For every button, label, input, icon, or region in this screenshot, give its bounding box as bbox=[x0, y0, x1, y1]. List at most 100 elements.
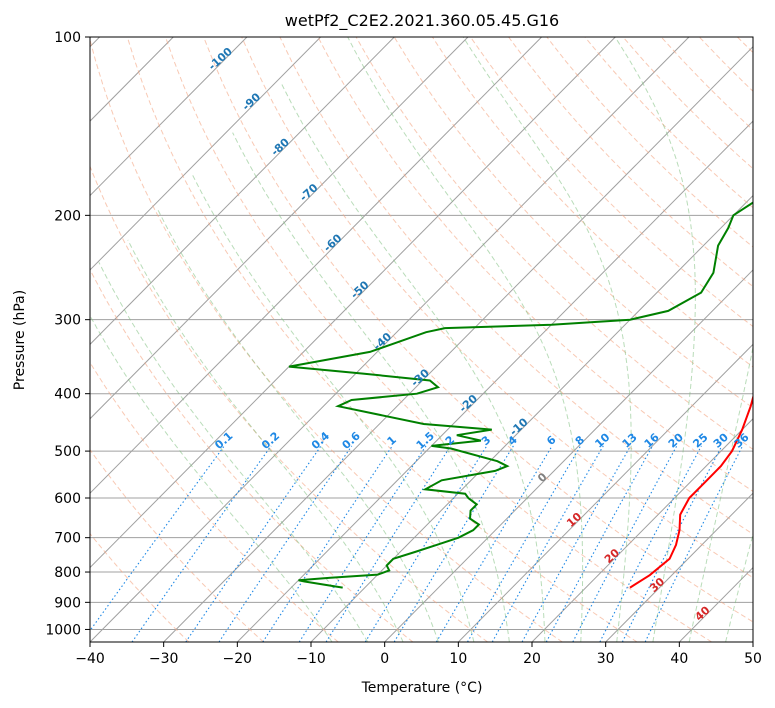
dry-adiabat-line bbox=[317, 37, 753, 493]
moist-adiabat-line bbox=[614, 37, 696, 642]
y-tick-label: 800 bbox=[54, 565, 81, 581]
dry-adiabat-label: -30 bbox=[408, 366, 432, 389]
mixing-ratio-label: 1 bbox=[385, 433, 399, 448]
x-tick-label: −20 bbox=[223, 651, 253, 667]
moist-adiabat-label: 40 bbox=[692, 603, 712, 623]
dry-adiabat-line bbox=[737, 37, 753, 54]
series-layer bbox=[288, 201, 753, 589]
mixing-ratio-label: 30 bbox=[711, 431, 731, 451]
isotherm-line bbox=[605, 492, 753, 642]
dry-adiabat-line bbox=[698, 37, 753, 92]
moist-adiabat-line bbox=[90, 314, 333, 642]
mixing-ratio-label: 0.4 bbox=[309, 429, 332, 452]
moist-adiabat-line bbox=[281, 83, 546, 642]
dry-adiabat-line bbox=[431, 37, 753, 368]
x-tick-label: 50 bbox=[744, 651, 762, 667]
moist-adiabat-line bbox=[725, 532, 753, 642]
moist-adiabat-line bbox=[127, 239, 404, 642]
isotherm-line bbox=[90, 37, 321, 271]
isotherm-line bbox=[90, 37, 469, 420]
dry-adiabat-label: -70 bbox=[297, 181, 321, 204]
isotherm-line bbox=[531, 418, 753, 642]
axis-layer: −40 −30 −20 −10 0 10 20 30 40 5010020030040050060… bbox=[45, 30, 762, 667]
x-tick-label: 10 bbox=[449, 651, 467, 667]
dry-adiabat-line bbox=[90, 268, 414, 642]
dry-adiabat-line bbox=[660, 37, 753, 131]
x-tick-label: −30 bbox=[149, 651, 179, 667]
mixing-ratio-line bbox=[325, 445, 452, 642]
mixing-ratio-label: 0.1 bbox=[212, 429, 235, 452]
temperature-profile-line bbox=[629, 393, 753, 589]
isotherm-line bbox=[236, 120, 753, 642]
y-tick-label: 500 bbox=[54, 444, 81, 460]
y-tick-label: 700 bbox=[54, 531, 81, 547]
mixing-ratio-label: 3 bbox=[479, 433, 493, 448]
x-axis-label: Temperature (°C) bbox=[361, 680, 483, 696]
mixing-ratio-label: 0.2 bbox=[259, 429, 282, 452]
mixing-ratio-line bbox=[262, 445, 393, 642]
mixing-ratio-line bbox=[521, 445, 632, 642]
isotherm-line bbox=[457, 343, 753, 642]
moist-adiabat-line bbox=[462, 37, 632, 642]
mixing-ratio-label: 10 bbox=[592, 430, 612, 450]
grid-layer bbox=[90, 37, 753, 642]
moist-adiabat-line bbox=[191, 173, 475, 642]
mixing-ratio-line bbox=[621, 445, 723, 642]
dry-adiabat-label: -100 bbox=[206, 45, 235, 73]
y-tick-label: 900 bbox=[54, 595, 81, 611]
mixing-ratio-line bbox=[298, 445, 427, 642]
isotherm-line bbox=[90, 37, 542, 494]
dry-adiabat-label: -80 bbox=[269, 135, 293, 158]
mixing-ratio-line bbox=[218, 445, 353, 642]
mixing-ratio-label: 25 bbox=[690, 431, 710, 451]
isotherm-line bbox=[90, 37, 616, 569]
dry-adiabat-line bbox=[279, 37, 753, 535]
mixing-ratio-line bbox=[185, 445, 322, 642]
dry-adiabat-line bbox=[470, 37, 753, 328]
x-tick-label: −40 bbox=[75, 651, 105, 667]
mixing-ratio-line bbox=[364, 445, 488, 642]
dry-adiabat-line bbox=[90, 448, 264, 642]
isotherm-line bbox=[384, 269, 753, 642]
dry-adiabat-line bbox=[622, 37, 753, 170]
dry-adiabat-line bbox=[165, 37, 712, 642]
mixing-ratio-line bbox=[393, 445, 514, 642]
y-tick-label: 100 bbox=[54, 30, 81, 46]
dry-adiabat-line bbox=[90, 164, 488, 642]
isotherm-line bbox=[163, 46, 753, 642]
x-tick-label: 40 bbox=[670, 651, 688, 667]
mixing-ratio-label: 8 bbox=[573, 433, 587, 448]
y-tick-label: 1000 bbox=[45, 622, 81, 638]
isotherm-line bbox=[90, 37, 395, 346]
mixing-ratio-label: 6 bbox=[544, 433, 559, 448]
mixing-ratio-line bbox=[572, 445, 678, 642]
mixing-ratio-label: 13 bbox=[620, 431, 640, 451]
mixing-ratio-line bbox=[491, 445, 604, 642]
y-tick-label: 300 bbox=[54, 313, 81, 329]
chart-title: wetPf2_C2E2.2021.360.05.45.G16 bbox=[285, 11, 559, 31]
dry-adiabat-line bbox=[355, 37, 753, 450]
y-tick-label: 200 bbox=[54, 208, 81, 224]
isotherm-line bbox=[90, 37, 690, 642]
y-tick-label: 600 bbox=[54, 491, 81, 507]
moist-adiabat-line bbox=[156, 208, 439, 642]
plot-frame bbox=[89, 36, 754, 643]
reference-lines-layer bbox=[90, 37, 753, 642]
moist-adiabat-label: 30 bbox=[647, 575, 667, 595]
dry-adiabat-line bbox=[126, 37, 638, 642]
moist-adiabat-line bbox=[347, 37, 584, 642]
dry-adiabat-label: -20 bbox=[457, 392, 481, 415]
mixing-ratio-label: 0.6 bbox=[340, 429, 363, 452]
x-tick-label: −10 bbox=[296, 651, 326, 667]
moist-adiabat-line bbox=[98, 262, 369, 642]
dry-adiabat-label: -60 bbox=[321, 231, 345, 254]
y-tick-label: 400 bbox=[54, 387, 81, 403]
mixing-ratio-line bbox=[467, 445, 582, 642]
dewpoint-profile-line bbox=[288, 201, 753, 589]
dry-adiabat-line bbox=[203, 37, 753, 623]
dry-adiabat-line bbox=[546, 37, 753, 248]
isotherm-line bbox=[752, 641, 753, 642]
moist-adiabat-line bbox=[688, 345, 753, 642]
dry-adiabat-label: -50 bbox=[348, 278, 372, 301]
